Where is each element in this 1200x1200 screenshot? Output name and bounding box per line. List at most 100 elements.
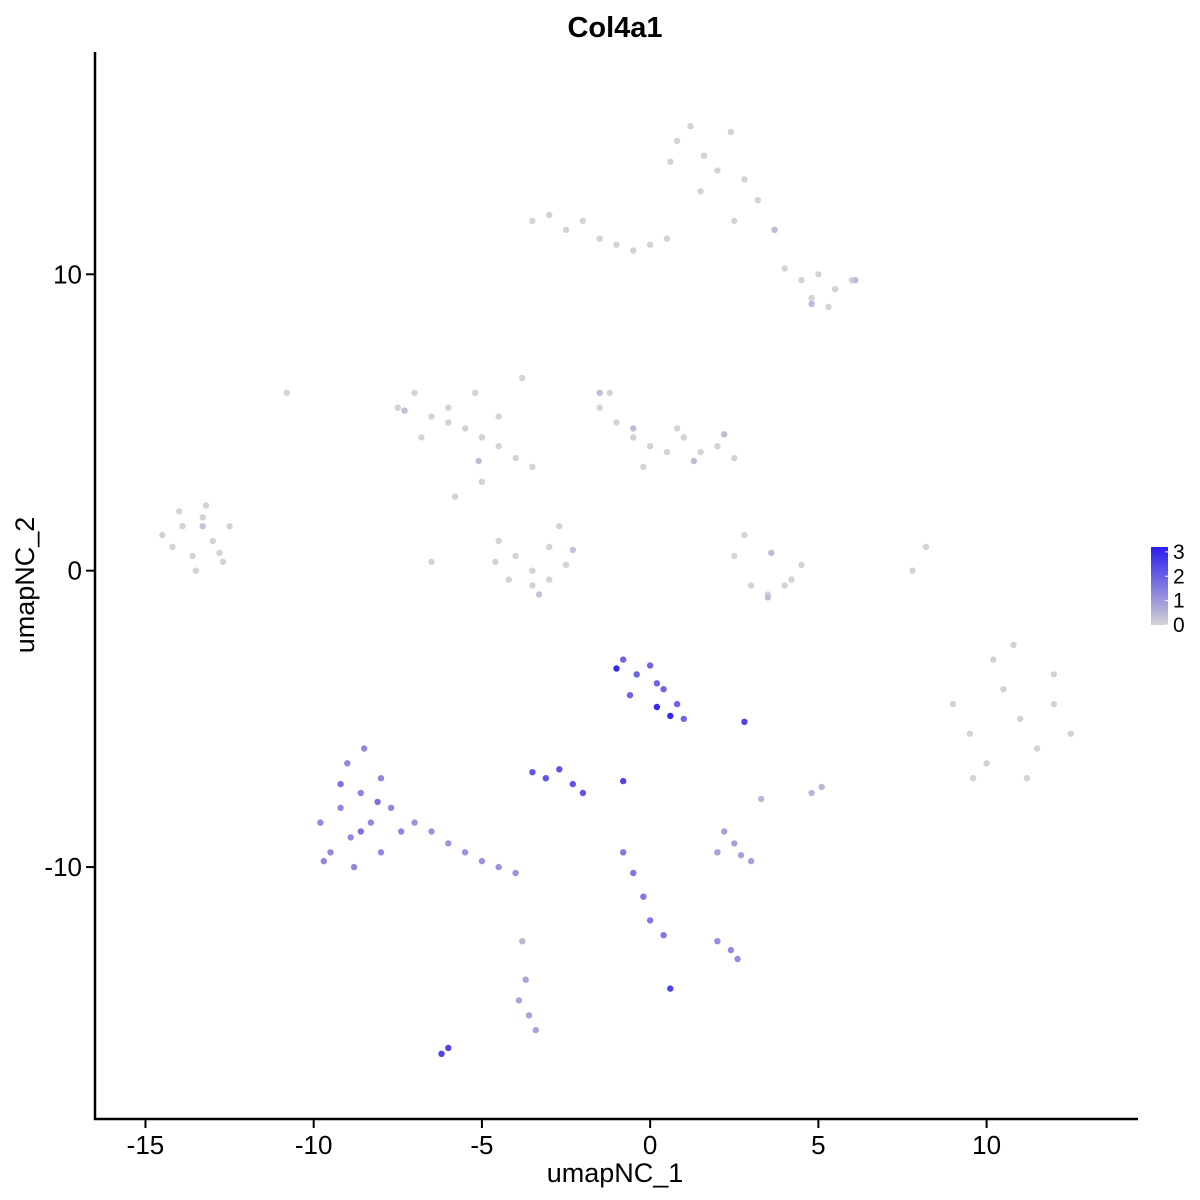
cell-point (532, 1026, 539, 1034)
cell-point (377, 775, 385, 782)
cell-point (350, 863, 358, 871)
cell-point (620, 849, 627, 856)
x-axis-ticks: -15 -10 -5 0 5 10 (127, 1119, 1001, 1160)
cell-point (445, 419, 452, 426)
cell-point (663, 235, 671, 242)
cell-point (495, 413, 502, 420)
cell-point (377, 849, 385, 856)
cell-point (169, 543, 176, 551)
cell-point (613, 665, 620, 672)
cell-point (546, 576, 553, 583)
cell-point (697, 448, 704, 456)
cell-point (620, 656, 627, 663)
cell-point (680, 434, 687, 441)
cell-point (764, 594, 772, 601)
cell-point (438, 1050, 445, 1058)
cell-point (1000, 686, 1007, 693)
cell-point (175, 508, 183, 515)
legend-colorbar (1151, 547, 1168, 625)
cell-point (630, 434, 637, 441)
cell-point (714, 443, 721, 450)
cell-point (337, 780, 344, 788)
cell-point (1023, 775, 1031, 782)
cell-point (781, 265, 788, 272)
cell-point (451, 493, 459, 500)
cell-point (387, 804, 395, 811)
cell-point (357, 828, 364, 835)
cell-point (374, 798, 381, 806)
cell-point (445, 1044, 452, 1052)
cell-point (714, 167, 721, 174)
cell-point (747, 857, 755, 865)
cell-point (461, 425, 469, 432)
cell-point (525, 1012, 533, 1019)
cell-point (478, 857, 486, 865)
cell-point (667, 158, 674, 165)
cell-point (562, 561, 570, 568)
cell-point (529, 769, 536, 776)
cell-point (398, 828, 405, 835)
cell-point (922, 543, 930, 551)
cell-point (741, 531, 748, 539)
cell-point (337, 804, 344, 811)
cell-point (492, 558, 499, 565)
cell-point (966, 730, 973, 737)
y-axis-label: umapNC_2 (10, 517, 40, 654)
cell-point (909, 567, 916, 574)
scatter-points (159, 122, 1074, 1058)
cell-point (401, 407, 408, 414)
x-tick-label: -10 (295, 1130, 333, 1160)
cell-point (428, 413, 435, 420)
cell-point (667, 985, 674, 992)
cell-point (495, 443, 502, 450)
cell-point (660, 932, 667, 939)
cell-point (781, 582, 788, 589)
cell-point (219, 558, 227, 565)
cell-point (660, 686, 667, 693)
legend-label: 3 (1173, 541, 1185, 564)
plot-title: Col4a1 (567, 12, 662, 44)
cell-point (949, 700, 957, 708)
cell-point (808, 789, 815, 797)
cell-point (673, 137, 681, 145)
cell-point (505, 576, 512, 583)
cell-point (367, 819, 375, 826)
cell-point (159, 531, 166, 539)
cell-point (357, 789, 364, 797)
cell-point (515, 997, 523, 1004)
cell-point (633, 671, 640, 678)
cell-point (569, 780, 576, 788)
cell-point (758, 795, 765, 803)
cell-point (529, 463, 536, 471)
cell-point (825, 303, 832, 311)
cell-point (741, 718, 748, 725)
cell-point (317, 819, 324, 826)
cell-point (620, 777, 627, 785)
cell-point (808, 294, 815, 302)
cell-point (741, 176, 748, 183)
cell-point (556, 766, 563, 773)
cell-point (596, 235, 603, 242)
cell-point (852, 277, 859, 284)
cell-point (687, 122, 694, 130)
cell-point (646, 443, 654, 450)
cell-point (529, 567, 536, 574)
cell-point (428, 828, 435, 835)
cell-point (1050, 671, 1058, 678)
cell-point (411, 389, 418, 396)
cell-point (519, 374, 526, 382)
cell-point (189, 552, 196, 560)
y-tick-label: 10 (53, 259, 82, 289)
legend-label: 2 (1173, 565, 1185, 588)
cell-point (1050, 700, 1058, 708)
cell-point (327, 849, 334, 856)
cell-point (347, 834, 354, 841)
cell-point (445, 840, 452, 847)
y-tick-label: 0 (68, 556, 82, 586)
cell-point (216, 549, 223, 557)
cell-point (646, 917, 654, 924)
cell-point (788, 576, 795, 583)
cell-point (192, 567, 200, 574)
cell-point (512, 454, 519, 462)
